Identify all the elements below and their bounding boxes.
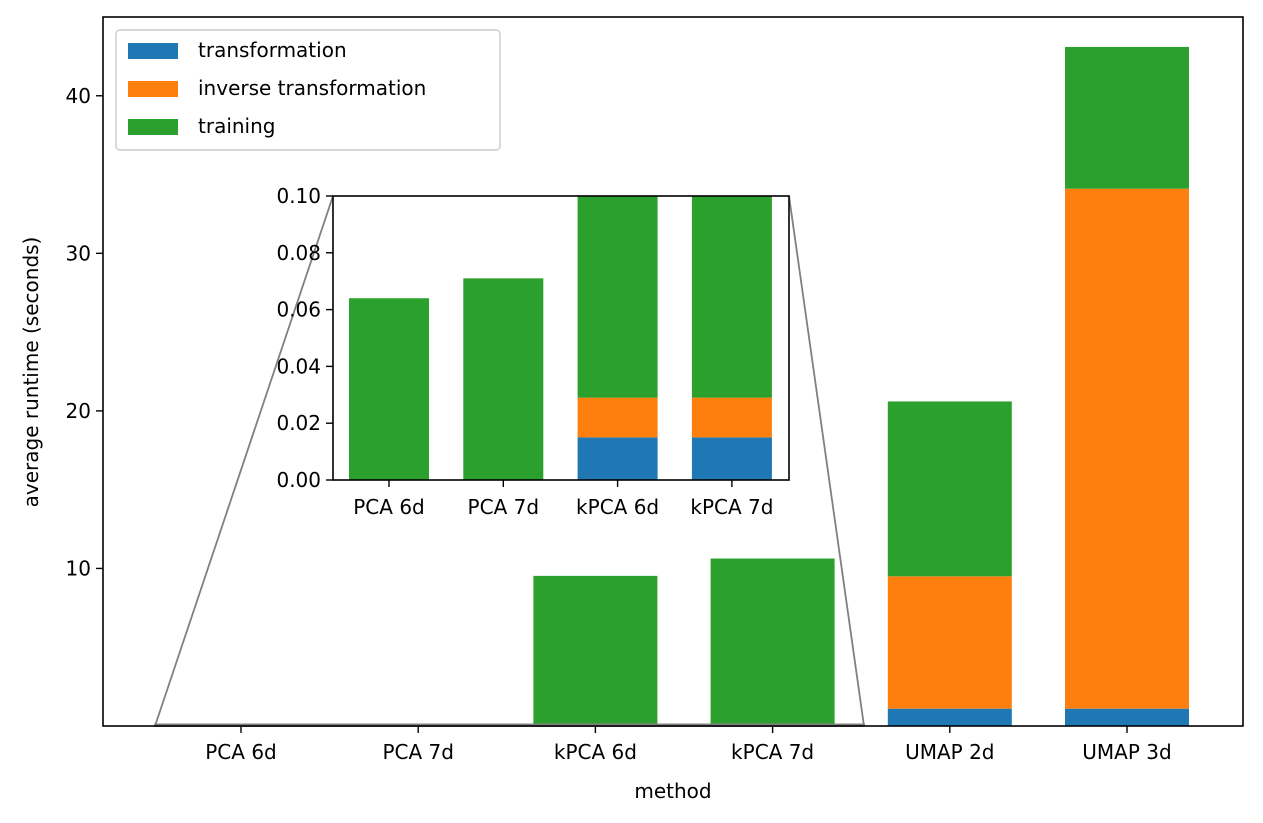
main-ticks: PCA 6d PCA 7d kPCA 6d kPCA 7d UMAP 2d UMAP 3d… [66, 84, 1172, 764]
inset-bar-kpca-7d-transformation [691, 437, 772, 480]
legend-swatch-training [128, 119, 178, 135]
inset-y-tick-label: 0.10 [276, 184, 321, 208]
x-tick-label: UMAP 2d [905, 740, 994, 764]
inset-bar-kpca-7d-inverse-transformation [691, 397, 772, 438]
zoom-connector-right [788, 195, 865, 727]
bar-umap-2d-inverse-transformation [887, 576, 1012, 709]
x-tick-label: UMAP 3d [1082, 740, 1171, 764]
bar-umap-3d-transformation [1065, 708, 1189, 726]
inset-x-tick-label: kPCA 6d [576, 495, 659, 519]
main-axes-frame [102, 16, 1244, 727]
inset-bars [349, 196, 772, 480]
inset-y-tick-label: 0.08 [276, 241, 321, 265]
inset-bar-kpca-6d-inverse-transformation [577, 397, 658, 438]
bar-umap-2d-transformation [887, 708, 1012, 726]
inset-y-tick-label: 0.00 [276, 468, 321, 492]
inset-bar-pca-7d-training [463, 278, 544, 480]
inset-bar-kpca-7d-training [691, 196, 772, 398]
inset-x-tick-label: PCA 7d [468, 495, 539, 519]
y-tick-label: 20 [66, 399, 91, 423]
inset-axes: PCA 6d PCA 7d kPCA 6d kPCA 7d 0.00 0.02 0.04 0.… [276, 184, 790, 519]
inset-bar-kpca-6d-transformation [577, 437, 658, 480]
y-tick-label: 40 [66, 84, 91, 108]
legend-label-transformation: transformation [198, 38, 347, 62]
inset-axes-frame [332, 195, 790, 481]
legend-swatch-inverse-transformation [128, 81, 178, 97]
bar-umap-3d-inverse-transformation [1065, 188, 1189, 709]
inset-bar-pca-6d-training [349, 298, 429, 480]
legend-swatch-transformation [128, 43, 178, 59]
legend-frame [115, 29, 501, 151]
inset-x-tick-label: PCA 6d [353, 495, 424, 519]
bar-kpca-6d-training [533, 575, 658, 726]
inset-y-tick-label: 0.04 [276, 354, 321, 378]
x-tick-label: kPCA 7d [731, 740, 814, 764]
legend-label-inverse-transformation: inverse transformation [198, 76, 426, 100]
bar-umap-2d-training [887, 401, 1012, 577]
inset-y-tick-label: 0.06 [276, 298, 321, 322]
bar-kpca-7d-training [710, 558, 835, 726]
inset-ticks: PCA 6d PCA 7d kPCA 6d kPCA 7d 0.00 0.02 0.04 0.… [276, 184, 773, 519]
legend-label-training: training [198, 114, 275, 138]
y-tick-label: 10 [66, 556, 91, 580]
legend-entries: transformation inverse transformation trai… [128, 38, 426, 138]
x-tick-label: PCA 6d [205, 740, 276, 764]
inset-y-tick-label: 0.02 [276, 411, 321, 435]
x-tick-label: kPCA 6d [554, 740, 637, 764]
inset-x-tick-label: kPCA 7d [690, 495, 773, 519]
y-tick-label: 30 [66, 241, 91, 265]
x-tick-label: PCA 7d [382, 740, 453, 764]
legend: transformation inverse transformation trai… [115, 29, 501, 151]
bar-umap-3d-training [1065, 46, 1189, 189]
zoom-connector-left [154, 195, 334, 727]
y-axis-label: average runtime (seconds) [19, 237, 43, 508]
main-bars [179, 46, 1189, 726]
inset-bar-kpca-6d-training [577, 196, 658, 398]
x-axis-label: method [634, 779, 711, 803]
